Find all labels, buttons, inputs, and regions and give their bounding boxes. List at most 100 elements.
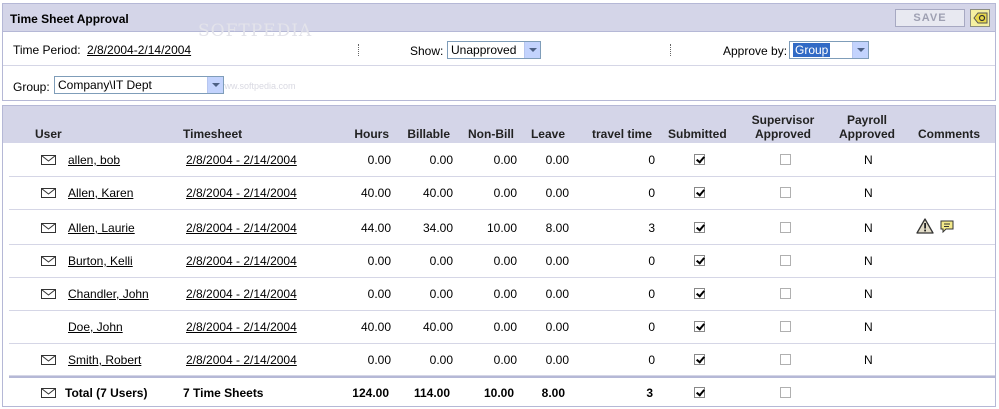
- table-row: Doe, John 2/8/2004 - 2/14/2004 40.00 40.…: [9, 311, 995, 344]
- total-hours: 124.00: [352, 386, 389, 400]
- payroll-approved-value: N: [864, 221, 873, 235]
- timesheet-link[interactable]: 2/8/2004 - 2/14/2004: [186, 320, 297, 334]
- total-supervisor-checkbox[interactable]: [780, 387, 791, 398]
- hours-value: 40.00: [360, 186, 391, 200]
- save-button[interactable]: SAVE: [895, 9, 965, 27]
- divider: [670, 44, 671, 56]
- submitted-checkbox[interactable]: [694, 354, 705, 365]
- total-submitted-checkbox[interactable]: [694, 387, 705, 398]
- group-select-value: Company\IT Dept: [58, 78, 152, 92]
- help-icon: [973, 12, 988, 24]
- approve-by-label: Approve by:: [723, 44, 788, 58]
- payroll-approved-value: N: [864, 153, 873, 167]
- timesheet-link[interactable]: 2/8/2004 - 2/14/2004: [186, 221, 297, 235]
- user-link[interactable]: Doe, John: [68, 320, 123, 334]
- timesheet-link[interactable]: 2/8/2004 - 2/14/2004: [186, 353, 297, 367]
- mail-icon[interactable]: [41, 223, 56, 233]
- group-select[interactable]: Company\IT Dept: [54, 76, 224, 94]
- supervisor-approved-checkbox[interactable]: [780, 255, 791, 266]
- col-supervisor: Supervisor Approved: [745, 113, 821, 141]
- help-button[interactable]: [970, 9, 990, 27]
- submitted-checkbox[interactable]: [694, 222, 705, 233]
- watermark: SOFTPEDIA: [198, 21, 313, 41]
- approve-by-select-value: Group: [793, 43, 831, 57]
- hours-value: 0.00: [367, 254, 391, 268]
- user-link[interactable]: Smith, Robert: [68, 353, 142, 367]
- timesheet-table: User Timesheet Hours Billable Non-Bill L…: [2, 105, 996, 407]
- col-submitted: Submitted: [668, 127, 727, 141]
- watermark-url: www.softpedia.com: [218, 81, 296, 91]
- submitted-checkbox[interactable]: [694, 255, 705, 266]
- submitted-checkbox[interactable]: [694, 187, 705, 198]
- timesheet-link[interactable]: 2/8/2004 - 2/14/2004: [186, 186, 297, 200]
- payroll-approved-value: N: [864, 287, 873, 301]
- mail-icon[interactable]: [41, 289, 56, 299]
- table-header: User Timesheet Hours Billable Non-Bill L…: [3, 106, 995, 143]
- total-billable: 114.00: [413, 386, 450, 400]
- payroll-approved-value: N: [864, 353, 873, 367]
- leave-value: 0.00: [545, 153, 569, 167]
- supervisor-approved-checkbox[interactable]: [780, 288, 791, 299]
- page-title: Time Sheet Approval: [10, 12, 129, 26]
- billable-value: 0.00: [429, 254, 453, 268]
- supervisor-approved-checkbox[interactable]: [780, 321, 791, 332]
- payroll-approved-value: N: [864, 320, 873, 334]
- leave-value: 0.00: [545, 254, 569, 268]
- filter-row: www.softpedia.com Time Period: 2/8/2004-…: [3, 33, 995, 91]
- billable-value: 34.00: [422, 221, 453, 235]
- submitted-checkbox[interactable]: [694, 321, 705, 332]
- col-payroll-line1: Payroll: [846, 113, 888, 127]
- billable-value: 0.00: [429, 153, 453, 167]
- timesheet-link[interactable]: 2/8/2004 - 2/14/2004: [186, 153, 297, 167]
- submitted-checkbox[interactable]: [694, 154, 705, 165]
- table-row: Allen, Karen 2/8/2004 - 2/14/2004 40.00 …: [9, 177, 995, 210]
- timesheet-link[interactable]: 2/8/2004 - 2/14/2004: [186, 254, 297, 268]
- supervisor-approved-checkbox[interactable]: [780, 154, 791, 165]
- mail-icon[interactable]: [41, 256, 56, 266]
- supervisor-approved-checkbox[interactable]: [780, 222, 791, 233]
- nonbill-value: 0.00: [493, 254, 517, 268]
- timesheet-link[interactable]: 2/8/2004 - 2/14/2004: [186, 287, 297, 301]
- supervisor-approved-checkbox[interactable]: [780, 187, 791, 198]
- total-users: Total (7 Users): [65, 386, 148, 400]
- billable-value: 40.00: [422, 320, 453, 334]
- mail-icon[interactable]: [41, 355, 56, 365]
- table-row: allen, bob 2/8/2004 - 2/14/2004 0.00 0.0…: [9, 144, 995, 177]
- user-link[interactable]: Burton, Kelli: [68, 254, 133, 268]
- col-user: User: [35, 127, 62, 141]
- show-label: Show:: [410, 44, 444, 58]
- col-payroll-line2: Approved: [838, 127, 895, 141]
- chevron-down-icon[interactable]: [852, 42, 868, 58]
- mail-icon[interactable]: [41, 388, 56, 398]
- nonbill-value: 0.00: [493, 153, 517, 167]
- travel-value: 0: [648, 254, 655, 268]
- mail-icon[interactable]: [41, 188, 56, 198]
- supervisor-approved-checkbox[interactable]: [780, 354, 791, 365]
- table-row: Allen, Laurie 2/8/2004 - 2/14/2004 44.00…: [9, 210, 995, 245]
- leave-value: 0.00: [545, 287, 569, 301]
- user-link[interactable]: Allen, Karen: [68, 186, 134, 200]
- total-row: Total (7 Users) 7 Time Sheets 124.00 114…: [9, 376, 995, 408]
- submitted-checkbox[interactable]: [694, 288, 705, 299]
- leave-value: 8.00: [545, 221, 569, 235]
- chevron-down-icon[interactable]: [207, 77, 223, 93]
- show-select[interactable]: Unapproved: [447, 41, 541, 59]
- filter-panel: Time Sheet Approval SOFTPEDIA SAVE www.s…: [2, 3, 996, 101]
- approve-by-select[interactable]: Group: [789, 41, 869, 59]
- time-period-link[interactable]: 2/8/2004-2/14/2004: [87, 43, 192, 57]
- total-leave: 8.00: [541, 386, 565, 400]
- user-link[interactable]: Chandler, John: [68, 287, 149, 301]
- mail-icon[interactable]: [41, 155, 56, 165]
- col-travel: travel time: [592, 127, 653, 141]
- total-timesheets: 7 Time Sheets: [183, 386, 264, 400]
- chevron-down-icon[interactable]: [524, 42, 540, 58]
- user-link[interactable]: Allen, Laurie: [68, 221, 135, 235]
- group-label: Group:: [13, 80, 50, 94]
- table-row: Burton, Kelli 2/8/2004 - 2/14/2004 0.00 …: [9, 245, 995, 278]
- col-hours: Hours: [354, 127, 389, 141]
- user-link[interactable]: allen, bob: [68, 153, 121, 167]
- comment-icon[interactable]: [940, 220, 954, 233]
- warning-icon[interactable]: [916, 218, 934, 234]
- hours-value: 0.00: [367, 353, 391, 367]
- leave-value: 0.00: [545, 353, 569, 367]
